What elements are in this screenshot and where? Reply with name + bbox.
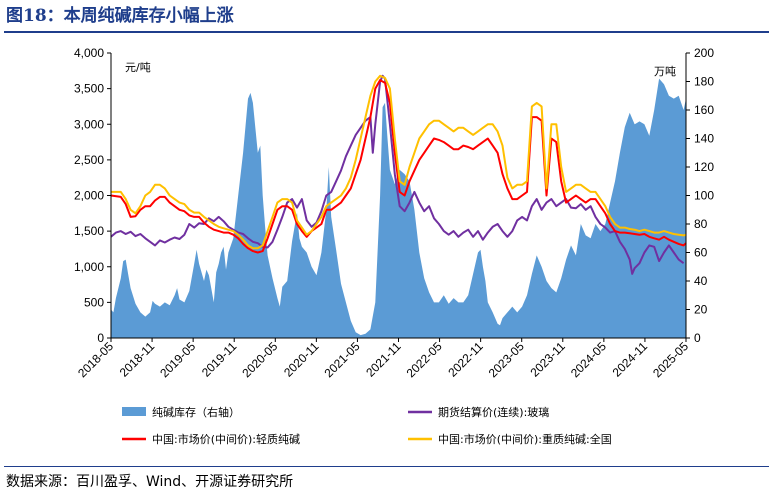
source-rule: [4, 466, 769, 467]
source-note: 数据来源：百川盈孚、Wind、开源证券研究所: [6, 474, 294, 490]
right-tick-label: 80: [694, 217, 708, 231]
area-layer: [111, 78, 686, 338]
x-tick-label: 2023-11: [527, 339, 568, 380]
x-tick-label: 2020-11: [281, 339, 322, 380]
x-tick-label: 2020-05: [239, 339, 280, 380]
left-tick-label: 3,000: [74, 117, 104, 131]
x-tick-label: 2019-11: [199, 339, 240, 380]
right-tick-label: 100: [694, 189, 714, 203]
right-tick-label: 200: [694, 46, 714, 60]
left-tick-label: 4,000: [74, 46, 104, 60]
right-tick-label: 140: [694, 132, 714, 146]
series-line-3: [111, 74, 687, 250]
x-tick-label: 2022-11: [445, 339, 486, 380]
left-tick-label: 2,500: [74, 153, 104, 167]
legend-label: 中国:市场价(中间价):重质纯碱:全国: [438, 432, 612, 446]
legend-label: 期货结算价(连续):玻璃: [438, 405, 549, 419]
left-unit-label: 元/吨: [125, 61, 151, 74]
x-tick-label: 2021-05: [322, 339, 363, 380]
x-tick-label: 2024-05: [568, 339, 609, 380]
x-tick-label: 2018-11: [117, 339, 158, 380]
legend-label: 中国:市场价(中间价):轻质纯碱: [152, 432, 300, 446]
left-tick-label: 3,500: [74, 82, 104, 96]
line-layer: [110, 74, 687, 275]
legend-swatch: [122, 407, 146, 416]
x-tick-label: 2022-05: [404, 339, 445, 380]
right-tick-label: 0: [694, 331, 701, 345]
series-area-inventory: [111, 78, 686, 338]
figure-title: 图18：本周纯碱库存小幅上涨: [6, 6, 234, 26]
x-tick-label: 2023-05: [486, 339, 527, 380]
right-tick-label: 20: [694, 303, 708, 317]
right-tick-label: 120: [694, 160, 714, 174]
title-rule: [4, 31, 769, 33]
right-tick-label: 40: [694, 274, 708, 288]
left-tick-label: 1,500: [74, 224, 104, 238]
left-tick-label: 500: [84, 295, 104, 309]
x-tick-label: 2019-05: [157, 339, 198, 380]
left-tick-label: 0: [97, 331, 104, 345]
x-tick-label: 2025-05: [650, 339, 691, 380]
right-unit-label: 万吨: [654, 65, 676, 78]
left-tick-label: 1,000: [74, 260, 104, 274]
right-tick-label: 60: [694, 246, 708, 260]
chart: 0 500 1,000 1,500 2,000 2,500 3,000 3,500 4,000 0…: [74, 46, 714, 446]
x-tick-label: 2024-11: [610, 339, 651, 380]
series-line-2: [110, 79, 687, 254]
series-line-1: [110, 74, 685, 275]
x-tick-label: 2018-05: [75, 339, 116, 380]
x-tick-label: 2021-11: [363, 339, 404, 380]
right-tick-label: 180: [694, 75, 714, 89]
left-tick-label: 2,000: [74, 189, 104, 203]
legend-label: 纯碱库存（右轴）: [152, 405, 240, 419]
right-tick-label: 160: [694, 103, 714, 117]
